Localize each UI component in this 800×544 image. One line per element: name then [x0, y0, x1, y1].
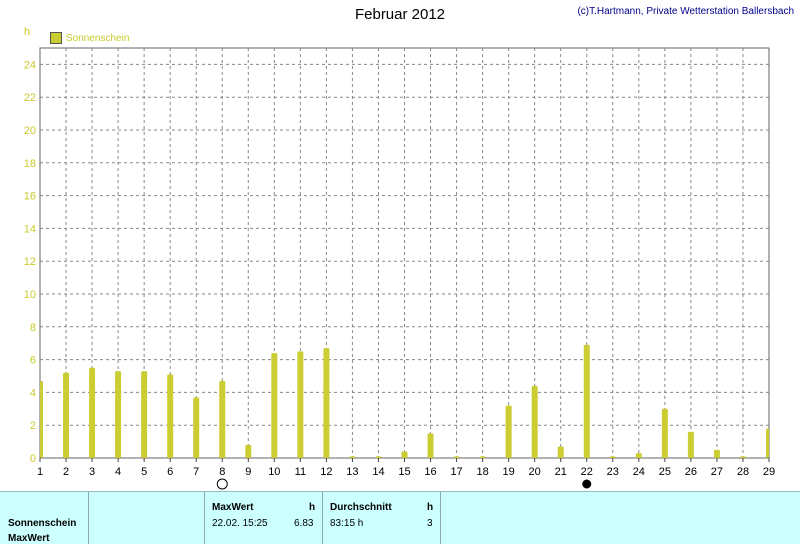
copyright-text: (c)T.Hartmann, Private Wetterstation Bal…	[577, 6, 794, 17]
x-tick-label: 17	[450, 466, 462, 478]
bar-19	[505, 405, 512, 458]
bar-13	[349, 456, 356, 458]
bar-29	[766, 428, 769, 458]
x-tick-label: 20	[529, 466, 541, 478]
bar-8	[219, 380, 226, 458]
avg-unit: h	[427, 502, 434, 513]
y-tick-label: 2	[30, 420, 36, 432]
x-tick-label: 27	[711, 466, 723, 478]
x-tick-label: 19	[503, 466, 515, 478]
y-tick-label: 12	[24, 256, 36, 268]
y-tick-label: 14	[24, 223, 36, 235]
bar-26	[687, 431, 694, 458]
legend-swatch	[50, 32, 62, 44]
bar-2	[63, 372, 70, 458]
y-tick-label: 18	[24, 158, 36, 170]
x-tick-label: 4	[115, 466, 121, 478]
legend-label: Sonnenschein	[66, 32, 130, 44]
row-label-maxwert: MaxWert	[8, 533, 50, 544]
y-tick-label: 6	[30, 355, 36, 367]
bar-10	[271, 353, 278, 458]
x-tick-label: 5	[141, 466, 147, 478]
bar-1	[40, 380, 43, 458]
bar-15	[401, 451, 408, 458]
bar-17	[453, 456, 460, 458]
x-tick-label: 28	[737, 466, 749, 478]
table-col-empty	[88, 492, 205, 544]
bar-3	[89, 367, 96, 458]
y-tick-label: 20	[24, 125, 36, 137]
bar-23	[609, 456, 616, 458]
y-axis-unit: h	[24, 26, 31, 38]
x-tick-label: 26	[685, 466, 697, 478]
bar-22	[583, 344, 590, 458]
x-tick-label: 12	[320, 466, 332, 478]
x-tick-label: 1	[37, 466, 43, 478]
bar-16	[427, 433, 434, 458]
y-tick-label: 22	[24, 92, 36, 104]
bar-18	[479, 456, 486, 458]
x-tick-label: 15	[398, 466, 410, 478]
x-tick-label: 9	[245, 466, 251, 478]
bar-21	[557, 446, 564, 458]
y-tick-label: 24	[24, 59, 36, 71]
bar-12	[323, 348, 330, 458]
row-label-sonnenschein: Sonnenschein	[8, 518, 77, 529]
table-col-avg: Durchschnitt h 83:15 h 3	[323, 492, 441, 544]
summary-table: Sonnenschein MaxWert MaxWert h 22.02. 15…	[0, 491, 800, 544]
max-date: 22.02. 15:25	[212, 518, 268, 529]
x-tick-label: 13	[346, 466, 358, 478]
x-tick-label: 21	[555, 466, 567, 478]
x-tick-label: 3	[89, 466, 95, 478]
avg-header: Durchschnitt	[330, 502, 392, 513]
x-tick-label: 24	[633, 466, 645, 478]
bar-7	[193, 397, 200, 458]
x-tick-label: 18	[476, 466, 488, 478]
new-moon-icon	[582, 479, 592, 489]
bar-6	[167, 374, 174, 458]
y-tick-label: 10	[24, 289, 36, 301]
x-tick-label: 29	[763, 466, 775, 478]
x-tick-label: 6	[167, 466, 173, 478]
avg-value: 83:15 h	[330, 518, 364, 529]
x-tick-label: 16	[424, 466, 436, 478]
bar-24	[635, 453, 642, 458]
x-tick-label: 8	[219, 466, 225, 478]
chart-title: Februar 2012	[354, 6, 446, 23]
bar-28	[739, 456, 746, 458]
table-col-max: MaxWert h 22.02. 15:25 6.83	[205, 492, 323, 544]
bar-20	[531, 385, 538, 458]
x-tick-label: 11	[295, 466, 306, 478]
x-tick-label: 7	[193, 466, 199, 478]
bar-25	[661, 408, 668, 458]
y-tick-label: 4	[30, 387, 36, 399]
table-col-labels: Sonnenschein MaxWert	[0, 492, 89, 544]
x-tick-label: 2	[63, 466, 69, 478]
bar-27	[713, 449, 720, 458]
max-unit: h	[309, 502, 316, 513]
x-tick-label: 10	[268, 466, 280, 478]
bar-9	[245, 444, 252, 458]
x-tick-label: 22	[581, 466, 593, 478]
bar-4	[115, 371, 122, 458]
x-tick-label: 14	[372, 466, 384, 478]
y-tick-label: 16	[24, 191, 36, 203]
bar-14	[375, 456, 382, 458]
bar-5	[141, 371, 148, 458]
avg-count: 3	[427, 518, 433, 529]
bar-11	[297, 351, 304, 458]
max-header: MaxWert	[212, 502, 254, 513]
legend: Sonnenschein	[50, 32, 129, 44]
y-tick-label: 0	[30, 453, 36, 465]
max-value: 6.83	[294, 518, 314, 529]
x-tick-label: 25	[659, 466, 671, 478]
full-moon-icon	[216, 478, 228, 490]
y-tick-label: 8	[30, 322, 36, 334]
x-tick-label: 23	[607, 466, 619, 478]
